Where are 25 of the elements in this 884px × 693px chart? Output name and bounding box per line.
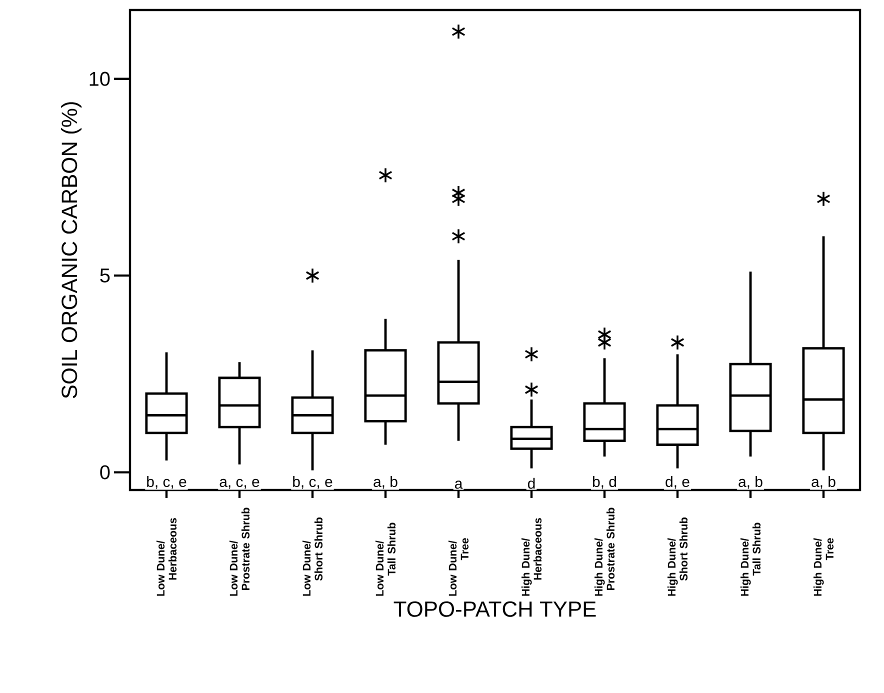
annotation: b, c, e [293,476,332,489]
y-tick-label: 5 [100,268,110,283]
annotation: d [528,478,535,489]
y-axis-title: SOIL ORGANIC CARBON (%) [61,102,82,398]
annotation: a [454,480,463,489]
x-tick-label: High Dune/ Herbaceous [522,518,542,596]
x-tick-label: Low Dune/ Tall Shrub [376,522,396,596]
x-tick-label: High Dune/ Prostrate Shrub [594,508,615,596]
annotation: b, d [593,476,616,489]
annotation: a, b [374,476,398,489]
annotation: b, c, e [147,476,186,489]
y-tick-label: 0 [100,465,110,480]
x-tick-label: Low Dune/ Tree [448,538,469,596]
annotation: a, b [812,476,836,489]
x-tick-label: High Dune/ Tall Shrub [740,522,761,596]
x-tick-label: High Dune/ Tree [814,538,834,596]
x-tick-label: Low Dune/ Prostrate Shrub [230,508,250,596]
x-tick-label: Low Dune/ Herbaceous [156,518,177,596]
annotation: a, c, e [220,478,260,489]
x-tick-label: High Dune/ Short Shrub [668,518,688,596]
x-axis-title: TOPO-PATCH TYPE [394,601,596,617]
annotation: a, b [738,476,762,489]
x-tick-label: Low Dune/ Short Shrub [302,518,323,596]
annotation: d, e [666,476,690,489]
y-tick-label: 10 [90,72,110,86]
